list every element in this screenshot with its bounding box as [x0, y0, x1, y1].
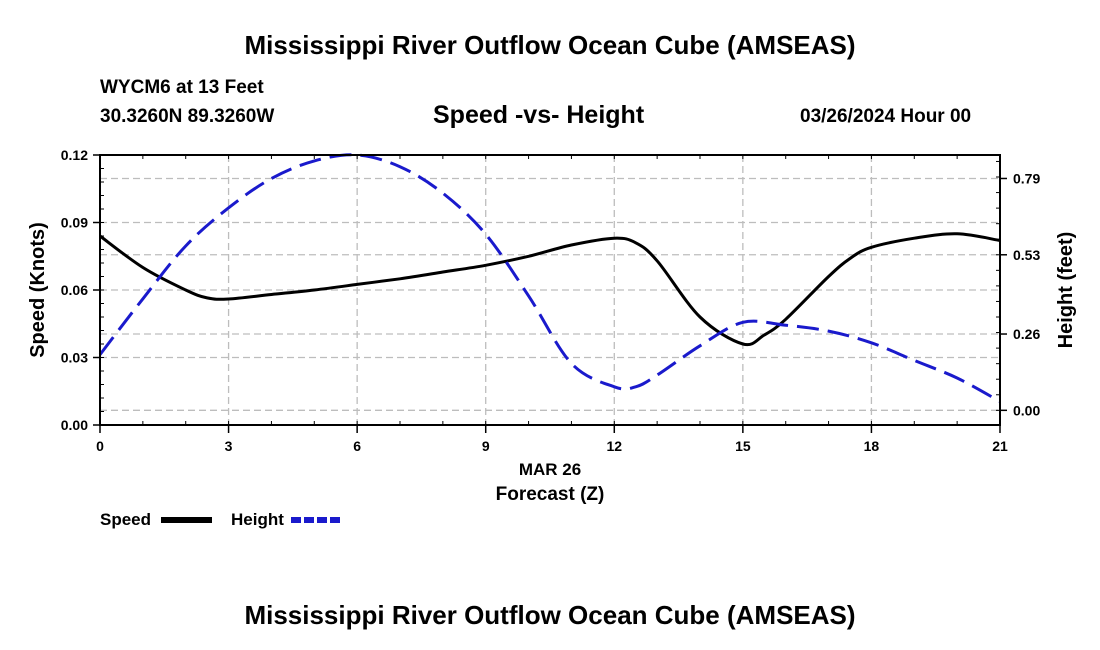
x-tick-label: 18: [864, 438, 880, 454]
axis-labels: 0 3 6 9 12 15 18 21 0.00 0.03 0.06 0.09 0.12 0.00 0.26…: [61, 147, 1041, 454]
x-tick-label: 0: [96, 438, 104, 454]
forecast-date: 03/26/2024 Hour 00: [800, 106, 972, 127]
x-tick-label: 21: [992, 438, 1008, 454]
footer-title: Mississippi River Outflow Ocean Cube (AM…: [244, 600, 856, 630]
chart-subtitle: Speed -vs- Height: [433, 101, 645, 129]
grid-lines: [100, 155, 1000, 425]
legend-label-speed: Speed: [100, 510, 151, 529]
axis-ticks: [93, 154, 1007, 433]
station-name: WYCM6 at 13 Feet: [100, 77, 264, 98]
x-tick-label: 3: [225, 438, 233, 454]
y-tick-label: 0.12: [61, 147, 88, 163]
series-line-speed: [99, 232, 1001, 347]
x-date-label: MAR 26: [519, 460, 581, 479]
y2-tick-label: 0.00: [1013, 402, 1040, 418]
x-axis-title: Forecast (Z): [496, 484, 605, 505]
series-line-height: [98, 153, 1001, 403]
x-tick-label: 9: [482, 438, 490, 454]
y-tick-label: 0.09: [61, 215, 88, 231]
station-coordinates: 30.3260N 89.3260W: [100, 106, 275, 127]
x-tick-label: 6: [353, 438, 361, 454]
x-tick-label: 15: [735, 438, 751, 454]
y-tick-label: 0.00: [61, 417, 88, 433]
y2-axis-title: Height (feet): [1055, 232, 1077, 349]
y-tick-label: 0.06: [61, 282, 88, 298]
page-title: Mississippi River Outflow Ocean Cube (AM…: [244, 30, 856, 60]
y2-tick-label: 0.79: [1013, 170, 1040, 186]
y2-tick-label: 0.26: [1013, 326, 1040, 342]
y2-tick-label: 0.53: [1013, 247, 1040, 263]
legend: Speed Height: [100, 510, 342, 529]
legend-label-height: Height: [231, 510, 284, 529]
plot-frame: [99, 154, 1001, 426]
x-tick-label: 12: [606, 438, 622, 454]
series-lines: [98, 153, 1001, 403]
y-tick-label: 0.03: [61, 350, 88, 366]
y-axis-title: Speed (Knots): [27, 222, 49, 358]
